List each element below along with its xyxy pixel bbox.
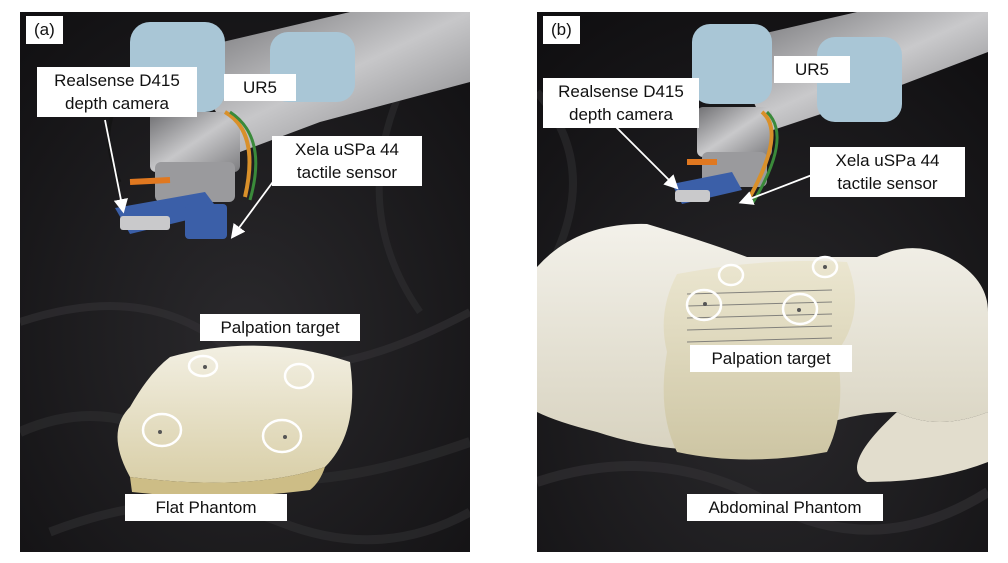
abdominal-phantom-label: Abdominal Phantom [687, 494, 883, 521]
camera-label-a: Realsense D415 depth camera [37, 67, 197, 117]
panel-b-photo [537, 12, 988, 552]
abdominal-phantom-scene [537, 12, 988, 552]
camera-label-b: Realsense D415 depth camera [543, 78, 699, 128]
robot-label-b: UR5 [774, 56, 850, 83]
panel-b-tag: (b) [543, 16, 580, 44]
panel-a-tag: (a) [26, 16, 63, 44]
robot-label-a: UR5 [224, 74, 296, 101]
flat-phantom-label: Flat Phantom [125, 494, 287, 521]
palpation-target-label-a: Palpation target [200, 314, 360, 341]
sensor-label-a: Xela uSPa 44 tactile sensor [272, 136, 422, 186]
sensor-label-b: Xela uSPa 44 tactile sensor [810, 147, 965, 197]
palpation-target-label-b: Palpation target [690, 345, 852, 372]
